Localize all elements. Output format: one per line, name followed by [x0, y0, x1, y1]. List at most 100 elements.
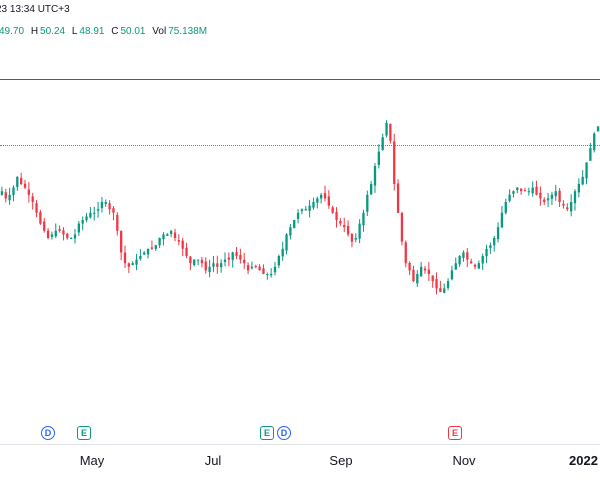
- candle-body: [439, 288, 442, 292]
- candle-body: [200, 259, 204, 264]
- candle-body: [516, 187, 519, 191]
- candle-body: [235, 252, 238, 256]
- high-value: 50.24: [40, 26, 66, 37]
- earnings-marker-icon[interactable]: E: [77, 426, 91, 440]
- candle-body: [258, 266, 261, 271]
- candle-body: [120, 231, 123, 253]
- candle-body: [227, 257, 230, 260]
- candle-body: [493, 238, 496, 246]
- candle-body: [373, 166, 377, 186]
- candle-body: [0, 191, 4, 195]
- candle-body: [304, 209, 307, 211]
- candle-body: [350, 234, 354, 242]
- candle-body: [281, 248, 284, 257]
- candle-body: [408, 262, 411, 271]
- candle-body: [316, 198, 319, 203]
- earnings-marker-icon[interactable]: E: [260, 426, 274, 440]
- price-line: [0, 145, 600, 146]
- candle-body: [89, 212, 92, 218]
- candlestick-series[interactable]: [0, 0, 600, 444]
- candle-body: [70, 238, 73, 239]
- candle-body: [166, 234, 169, 236]
- candle-body: [154, 245, 157, 249]
- candle-body: [216, 263, 219, 267]
- earnings-marker-icon[interactable]: E: [448, 426, 462, 440]
- candle-body: [366, 194, 369, 212]
- candle-body: [566, 207, 569, 210]
- candle-body: [220, 263, 223, 268]
- candle-body: [143, 252, 146, 255]
- chart-pane[interactable]: 23 13:34 UTC+3 49.70 H 50.24 L 48.91 C 50.0…: [0, 0, 600, 444]
- candle-body: [146, 248, 150, 255]
- candle-body: [473, 264, 477, 267]
- horizontal-line[interactable]: [0, 79, 600, 80]
- time-label-nov: Nov: [452, 453, 476, 468]
- candle-body: [508, 194, 511, 201]
- candle-body: [8, 194, 11, 201]
- candle-body: [396, 183, 400, 213]
- candle-body: [93, 212, 96, 214]
- candle-body: [181, 240, 184, 249]
- candle-body: [412, 269, 415, 282]
- candle-body: [123, 252, 127, 264]
- candle-body: [139, 256, 142, 259]
- candle-body: [546, 198, 550, 201]
- candle-body: [16, 176, 19, 187]
- low-value: 48.91: [79, 26, 105, 37]
- close-value: 50.01: [120, 26, 146, 37]
- candle-body: [577, 184, 580, 193]
- candle-body: [85, 216, 88, 221]
- candle-body: [289, 227, 292, 236]
- candle-body: [50, 234, 54, 237]
- candle-body: [562, 203, 565, 206]
- candle-body: [208, 266, 211, 273]
- candle-body: [54, 230, 57, 237]
- candle-body: [581, 176, 584, 185]
- candle-body: [170, 230, 173, 234]
- candle-body: [108, 203, 111, 210]
- candle-body: [162, 234, 165, 240]
- candle-body: [589, 148, 592, 161]
- candle-body: [427, 269, 430, 274]
- timestamp-label: 23 13:34 UTC+3: [0, 4, 70, 15]
- candle-body: [535, 186, 538, 195]
- candle-body: [212, 263, 215, 267]
- time-label-may: May: [79, 453, 105, 468]
- candle-body: [520, 188, 523, 192]
- candle-body: [196, 259, 200, 261]
- candle-body: [539, 192, 542, 199]
- time-axis[interactable]: May Jul Sep Nov 2022: [0, 444, 600, 503]
- candle-body: [320, 194, 323, 199]
- candle-body: [4, 192, 7, 199]
- candle-body: [470, 261, 473, 264]
- candle-body: [312, 202, 315, 208]
- dividend-marker-icon[interactable]: D: [41, 426, 55, 440]
- candle-body: [254, 266, 257, 268]
- low-label: L: [71, 26, 78, 37]
- candle-body: [231, 252, 234, 260]
- candle-body: [277, 256, 280, 266]
- volume-value: 75.138M: [168, 26, 208, 37]
- candle-body: [431, 275, 434, 282]
- ohlc-legend: 49.70 H 50.24 L 48.91 C 50.01 Vol 75.138M: [0, 26, 211, 37]
- candle-body: [400, 212, 404, 242]
- close-label: C: [111, 26, 119, 37]
- candle-body: [466, 252, 469, 260]
- candle-body: [308, 205, 311, 211]
- time-label-jul: Jul: [204, 453, 222, 468]
- candle-body: [385, 122, 388, 136]
- candle-body: [158, 238, 161, 246]
- candle-body: [596, 126, 600, 132]
- candle-body: [443, 288, 446, 293]
- candle-body: [477, 263, 480, 269]
- candle-body: [346, 225, 350, 235]
- candle-body: [377, 151, 380, 165]
- candle-body: [239, 254, 242, 260]
- candle-body: [570, 202, 573, 212]
- candle-body: [193, 259, 196, 266]
- candle-body: [43, 221, 46, 231]
- candle-body: [81, 220, 84, 224]
- candle-body: [96, 209, 100, 211]
- candle-body: [273, 266, 277, 273]
- dividend-marker-icon[interactable]: D: [277, 426, 291, 440]
